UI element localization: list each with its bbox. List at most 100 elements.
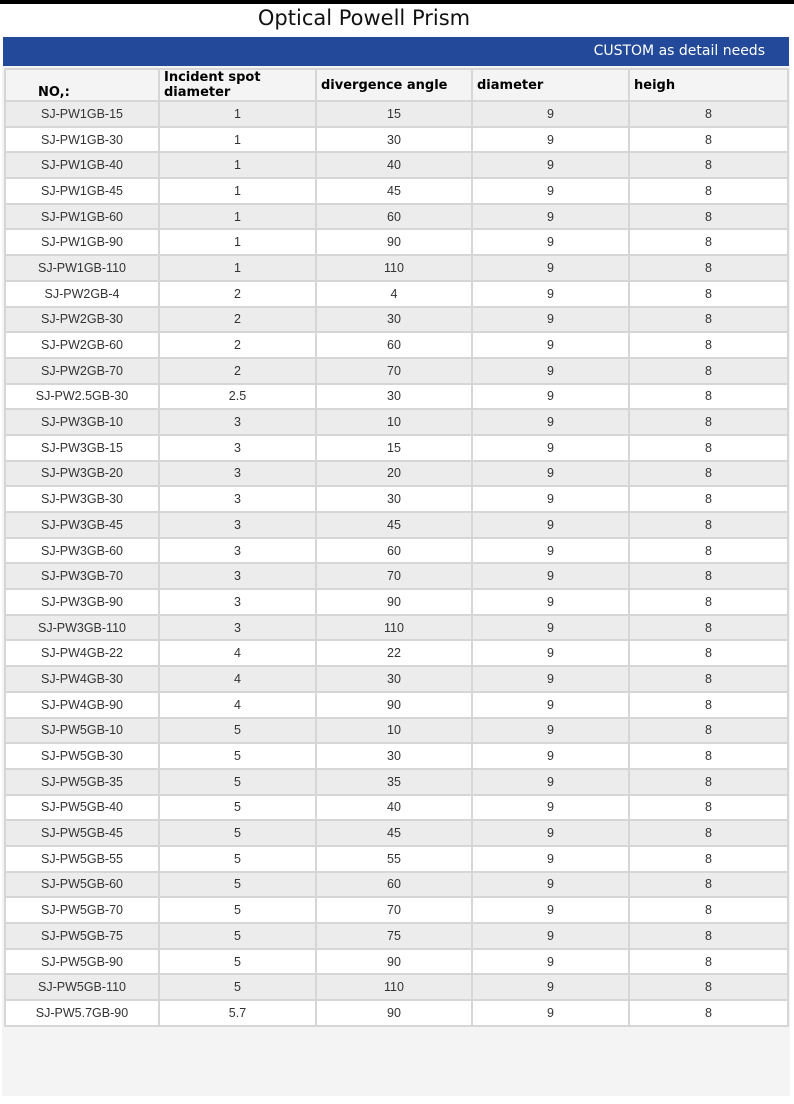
cell-incident-spot-diameter: 3 <box>158 408 317 436</box>
cell-diameter: 9 <box>471 947 630 976</box>
cell-diameter: 9 <box>471 819 630 847</box>
table-row: SJ-PW3GB-60 3 60 9 8 <box>4 536 789 565</box>
cell-no: SJ-PW3GB-45 <box>4 511 160 539</box>
cell-incident-spot-diameter: 1 <box>158 254 317 282</box>
cell-no: SJ-PW1GB-60 <box>4 202 160 231</box>
cell-heigh: 8 <box>628 973 789 1002</box>
table-row: SJ-PW5GB-30 5 30 9 8 <box>4 742 789 770</box>
cell-incident-spot-diameter: 2 <box>158 279 317 308</box>
cell-divergence-angle: 90 <box>315 588 473 616</box>
table-row: SJ-PW3GB-20 3 20 9 8 <box>4 459 789 488</box>
cell-heigh: 8 <box>628 613 789 642</box>
cell-heigh: 8 <box>628 562 789 591</box>
cell-divergence-angle: 110 <box>315 973 473 1002</box>
cell-divergence-angle: 60 <box>315 870 473 899</box>
cell-incident-spot-diameter: 5.7 <box>158 999 317 1027</box>
cell-divergence-angle: 30 <box>315 742 473 770</box>
cell-divergence-angle: 30 <box>315 305 473 334</box>
cell-no: SJ-PW5GB-55 <box>4 844 160 873</box>
cell-diameter: 9 <box>471 613 630 642</box>
cell-incident-spot-diameter: 5 <box>158 973 317 1002</box>
table-row: SJ-PW2GB-30 2 30 9 8 <box>4 305 789 334</box>
cell-diameter: 9 <box>471 690 630 719</box>
cell-heigh: 8 <box>628 639 789 668</box>
cell-heigh: 8 <box>628 922 789 950</box>
cell-divergence-angle: 30 <box>315 382 473 411</box>
table-row: SJ-PW1GB-30 1 30 9 8 <box>4 125 789 154</box>
cell-diameter: 9 <box>471 896 630 924</box>
cell-divergence-angle: 60 <box>315 202 473 231</box>
cell-incident-spot-diameter: 5 <box>158 844 317 873</box>
cell-incident-spot-diameter: 2 <box>158 305 317 334</box>
cell-heigh: 8 <box>628 947 789 976</box>
cell-diameter: 9 <box>471 382 630 411</box>
cell-no: SJ-PW5GB-40 <box>4 793 160 822</box>
cell-divergence-angle: 40 <box>315 793 473 822</box>
cell-no: SJ-PW3GB-90 <box>4 588 160 616</box>
table-row: SJ-PW5GB-110 5 110 9 8 <box>4 973 789 1002</box>
table-row: SJ-PW5GB-60 5 60 9 8 <box>4 870 789 899</box>
cell-heigh: 8 <box>628 331 789 359</box>
cell-diameter: 9 <box>471 331 630 359</box>
cell-divergence-angle: 55 <box>315 844 473 873</box>
table-row: SJ-PW1GB-40 1 40 9 8 <box>4 151 789 180</box>
banner-text: CUSTOM as detail needs <box>593 43 765 59</box>
cell-diameter: 9 <box>471 305 630 334</box>
cell-diameter: 9 <box>471 459 630 488</box>
cell-incident-spot-diameter: 3 <box>158 459 317 488</box>
cell-incident-spot-diameter: 1 <box>158 125 317 154</box>
cell-no: SJ-PW1GB-45 <box>4 177 160 205</box>
cell-no: SJ-PW5GB-75 <box>4 922 160 950</box>
cell-heigh: 8 <box>628 536 789 565</box>
cell-incident-spot-diameter: 4 <box>158 690 317 719</box>
cell-incident-spot-diameter: 5 <box>158 947 317 976</box>
table-row: SJ-PW5GB-55 5 55 9 8 <box>4 844 789 873</box>
cell-no: SJ-PW3GB-20 <box>4 459 160 488</box>
table-row: SJ-PW5.7GB-90 5.7 90 9 8 <box>4 999 789 1027</box>
table-row: SJ-PW1GB-45 1 45 9 8 <box>4 177 789 205</box>
cell-diameter: 9 <box>471 536 630 565</box>
cell-diameter: 9 <box>471 870 630 899</box>
cell-no: SJ-PW5.7GB-90 <box>4 999 160 1027</box>
cell-heigh: 8 <box>628 100 789 128</box>
cell-heigh: 8 <box>628 459 789 488</box>
cell-incident-spot-diameter: 3 <box>158 485 317 513</box>
cell-diameter: 9 <box>471 588 630 616</box>
cell-diameter: 9 <box>471 999 630 1027</box>
cell-diameter: 9 <box>471 844 630 873</box>
cell-no: SJ-PW5GB-30 <box>4 742 160 770</box>
cell-incident-spot-diameter: 5 <box>158 896 317 924</box>
cell-diameter: 9 <box>471 356 630 385</box>
cell-diameter: 9 <box>471 742 630 770</box>
cell-diameter: 9 <box>471 100 630 128</box>
cell-diameter: 9 <box>471 125 630 154</box>
cell-heigh: 8 <box>628 844 789 873</box>
cell-divergence-angle: 20 <box>315 459 473 488</box>
cell-heigh: 8 <box>628 202 789 231</box>
cell-incident-spot-diameter: 2 <box>158 356 317 385</box>
cell-incident-spot-diameter: 4 <box>158 639 317 668</box>
cell-diameter: 9 <box>471 151 630 180</box>
cell-diameter: 9 <box>471 511 630 539</box>
cell-incident-spot-diameter: 5 <box>158 767 317 796</box>
cell-incident-spot-diameter: 1 <box>158 151 317 180</box>
cell-divergence-angle: 70 <box>315 356 473 385</box>
table-row: SJ-PW2GB-60 2 60 9 8 <box>4 331 789 359</box>
cell-heigh: 8 <box>628 896 789 924</box>
cell-heigh: 8 <box>628 819 789 847</box>
header-no: NO,: <box>4 68 160 102</box>
product-table: NO,: Incident spot diameter divergence a… <box>4 68 789 1027</box>
cell-divergence-angle: 90 <box>315 228 473 257</box>
table-row: SJ-PW3GB-70 3 70 9 8 <box>4 562 789 591</box>
table-body: SJ-PW1GB-15 1 15 9 8 SJ-PW1GB-30 1 30 9 8 SJ-PW1GB… <box>4 100 789 1027</box>
cell-divergence-angle: 45 <box>315 177 473 205</box>
cell-incident-spot-diameter: 1 <box>158 100 317 128</box>
cell-incident-spot-diameter: 5 <box>158 742 317 770</box>
cell-diameter: 9 <box>471 922 630 950</box>
table-row: SJ-PW3GB-45 3 45 9 8 <box>4 511 789 539</box>
header-row: NO,: Incident spot diameter divergence a… <box>4 68 789 102</box>
cell-diameter: 9 <box>471 485 630 513</box>
cell-no: SJ-PW3GB-110 <box>4 613 160 642</box>
cell-divergence-angle: 60 <box>315 331 473 359</box>
cell-divergence-angle: 90 <box>315 999 473 1027</box>
